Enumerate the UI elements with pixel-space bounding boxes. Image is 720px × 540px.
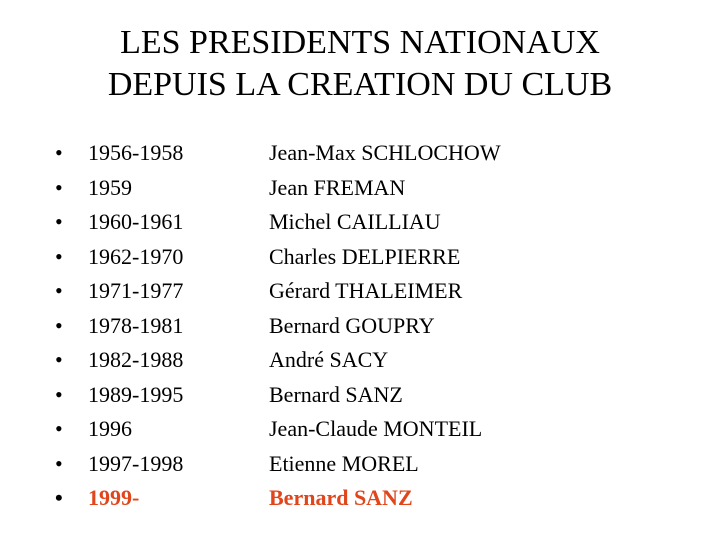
president-name: Etienne MOREL [269,450,419,476]
bullet-icon: • [55,174,63,200]
term-years: 1996 [88,416,132,441]
term-years: 1959 [88,174,132,200]
list-item: • 1996 Jean-Claude MONTEIL [55,412,695,447]
president-name: Gérard THALEIMER [269,278,463,303]
president-name: Bernard SANZ [269,381,403,407]
slide-title: LES PRESIDENTS NATIONAUX DEPUIS LA CREAT… [0,22,720,106]
bullet-icon: • [55,381,63,407]
bullet-icon: • [55,140,63,165]
list-item: • 1978-1981 Bernard GOUPRY [55,309,695,344]
term-years: 1962-1970 [88,243,184,269]
president-name: Jean FREMAN [269,174,406,200]
president-name: Bernard SANZ [269,485,413,510]
list-item: • 1962-1970 Charles DELPIERRE [55,240,695,275]
bullet-icon: • [55,278,63,303]
president-name: André SACY [269,347,389,372]
president-name: Bernard GOUPRY [269,312,435,338]
list-item: • 1959 Jean FREMAN [55,171,695,206]
term-years: 1978-1981 [88,312,184,338]
list-item: • 1956-1958 Jean-Max SCHLOCHOW [55,136,695,171]
bullet-icon: • [55,485,63,510]
president-name: Charles DELPIERRE [269,243,461,269]
bullet-icon: • [55,416,63,441]
term-years: 1997-1998 [88,450,184,476]
bullet-icon: • [55,450,63,476]
term-years: 1999- [88,485,140,510]
president-name: Jean-Max SCHLOCHOW [269,140,501,165]
term-years: 1960-1961 [88,209,184,234]
list-item-current: • 1999- Bernard SANZ [55,481,695,516]
slide-title-line-1: LES PRESIDENTS NATIONAUX [120,24,600,61]
list-item: • 1960-1961 Michel CAILLIAU [55,205,695,240]
list-item: • 1971-1977 Gérard THALEIMER [55,274,695,309]
presidents-list: • 1956-1958 Jean-Max SCHLOCHOW • 1959 Je… [55,136,695,516]
slide-title-line-2: DEPUIS LA CREATION DU CLUB [107,66,613,103]
bullet-icon: • [55,209,63,234]
list-item: • 1989-1995 Bernard SANZ [55,378,695,413]
list-item: • 1997-1998 Etienne MOREL [55,447,695,482]
bullet-icon: • [55,347,63,372]
term-years: 1971-1977 [88,278,184,303]
term-years: 1982-1988 [88,347,184,372]
term-years: 1956-1958 [88,140,184,165]
president-name: Michel CAILLIAU [269,209,441,234]
president-name: Jean-Claude MONTEIL [269,416,483,441]
bullet-icon: • [55,243,63,269]
bullet-icon: • [55,312,63,338]
list-item: • 1982-1988 André SACY [55,343,695,378]
term-years: 1989-1995 [88,381,184,407]
